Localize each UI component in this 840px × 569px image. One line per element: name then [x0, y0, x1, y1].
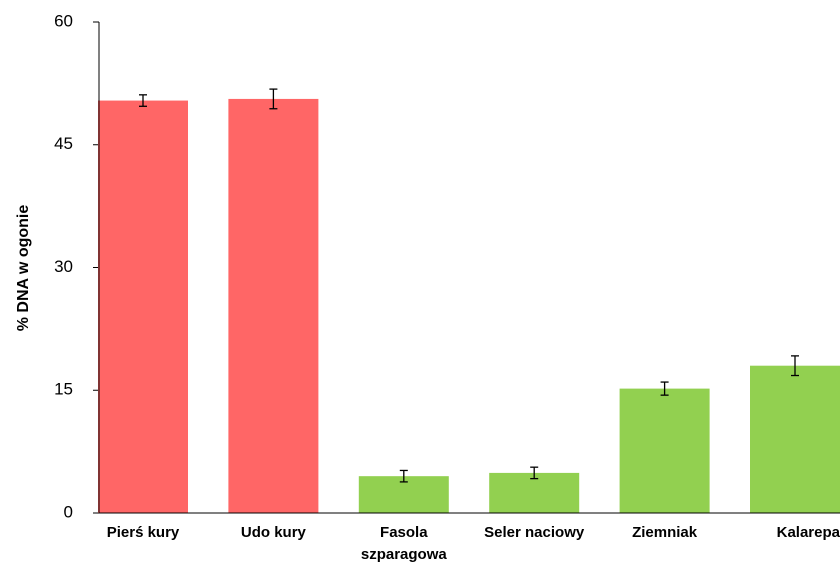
bar — [228, 98, 319, 513]
bar — [489, 472, 580, 513]
bar — [619, 388, 710, 513]
y-tick-label: 60 — [54, 11, 73, 30]
y-tick-label: 45 — [54, 134, 73, 153]
bar — [750, 365, 840, 513]
y-tick-label: 15 — [54, 380, 73, 399]
y-tick-label: 0 — [64, 502, 73, 521]
x-tick-label: Ziemniak — [632, 524, 698, 541]
x-tick-label: Pierś kury — [106, 524, 180, 541]
y-axis-title: % DNA w ogonie — [15, 205, 32, 332]
x-tick-label: Fasola szparagowa — [360, 524, 447, 563]
y-tick-label: 30 — [54, 257, 73, 276]
x-tick-label: Seler naciowy — [484, 524, 585, 541]
x-tick-label: Udo kury — [240, 524, 306, 541]
x-tick-label: Kalarepa — [776, 524, 840, 541]
bar — [98, 100, 188, 513]
